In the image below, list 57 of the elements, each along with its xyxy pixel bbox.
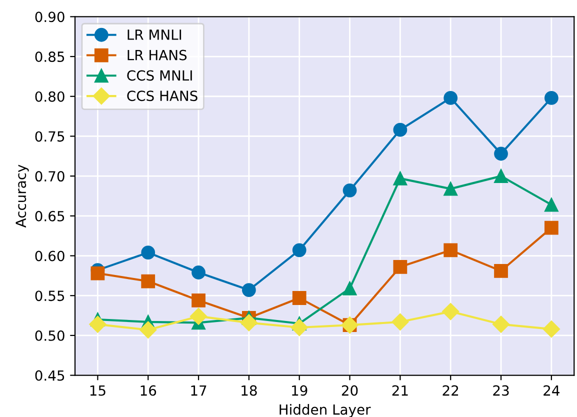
point	[190, 308, 208, 325]
x-tick-label: 24	[544, 385, 560, 396]
legend-label: LR HANS	[128, 50, 187, 60]
y-tick-label: 0.70	[35, 171, 64, 182]
legend-label: LR MNLI	[128, 30, 182, 40]
x-axis-title: Hidden Layer	[280, 404, 371, 417]
point	[494, 169, 508, 184]
point	[290, 318, 308, 336]
legend-label: CCS MNLI	[127, 70, 192, 81]
point	[393, 260, 408, 274]
y-axis-title: Accuracy	[16, 164, 29, 228]
x-tick-label: 18	[242, 385, 257, 396]
point	[342, 183, 357, 198]
y-tick-label: 0.90	[35, 12, 64, 22]
y-tick-label: 0.50	[35, 330, 64, 341]
point	[544, 220, 558, 235]
point	[192, 266, 206, 280]
x-tick-label: 19	[292, 385, 308, 396]
point	[192, 293, 206, 308]
point	[444, 91, 458, 105]
x-tick-label: 16	[140, 385, 156, 396]
x-tick-label: 21	[392, 385, 408, 396]
point	[141, 274, 156, 288]
point	[393, 172, 408, 186]
point	[242, 283, 256, 297]
point	[342, 281, 357, 296]
x-tick-label: 17	[191, 385, 206, 396]
point	[544, 198, 558, 212]
x-tick-label: 15	[90, 385, 106, 396]
y-tick-label: 0.85	[35, 51, 64, 62]
point	[494, 264, 508, 278]
y-tick-label: 0.45	[35, 370, 64, 381]
point	[292, 291, 306, 305]
point	[141, 246, 156, 260]
point	[494, 146, 508, 161]
point	[444, 243, 458, 258]
x-tick-label: 22	[442, 385, 458, 396]
point	[392, 313, 409, 330]
point	[393, 122, 408, 137]
y-tick-label: 0.55	[35, 290, 64, 302]
y-tick-label: 0.80	[35, 91, 64, 102]
point	[240, 314, 258, 332]
point	[90, 266, 105, 280]
point	[89, 316, 106, 333]
point	[140, 321, 157, 338]
y-tick-label: 0.65	[35, 210, 64, 222]
point	[442, 302, 460, 320]
point	[292, 243, 306, 258]
point	[544, 91, 558, 105]
legend-label: CCS HANS	[127, 90, 198, 102]
point	[492, 316, 510, 333]
y-tick-label: 0.60	[35, 250, 64, 262]
y-tick-label: 0.75	[35, 131, 64, 142]
point	[542, 320, 560, 338]
x-tick-label: 20	[342, 385, 358, 396]
x-tick-label: 23	[493, 385, 509, 396]
point	[444, 182, 458, 196]
